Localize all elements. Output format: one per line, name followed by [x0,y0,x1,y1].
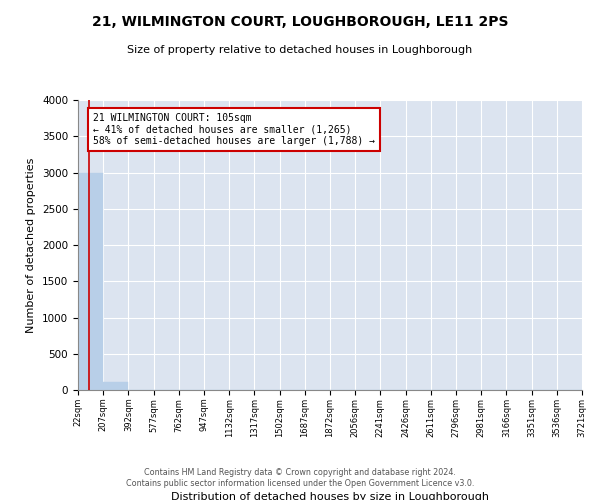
Y-axis label: Number of detached properties: Number of detached properties [26,158,37,332]
Text: Size of property relative to detached houses in Loughborough: Size of property relative to detached ho… [127,45,473,55]
Text: Contains HM Land Registry data © Crown copyright and database right 2024.
Contai: Contains HM Land Registry data © Crown c… [126,468,474,487]
Bar [103,382,128,390]
Text: 21 WILMINGTON COURT: 105sqm
← 41% of detached houses are smaller (1,265)
58% of : 21 WILMINGTON COURT: 105sqm ← 41% of det… [93,113,375,146]
X-axis label: Distribution of detached houses by size in Loughborough: Distribution of detached houses by size … [171,492,489,500]
Bar [78,172,103,390]
Text: 21, WILMINGTON COURT, LOUGHBOROUGH, LE11 2PS: 21, WILMINGTON COURT, LOUGHBOROUGH, LE11… [92,15,508,29]
